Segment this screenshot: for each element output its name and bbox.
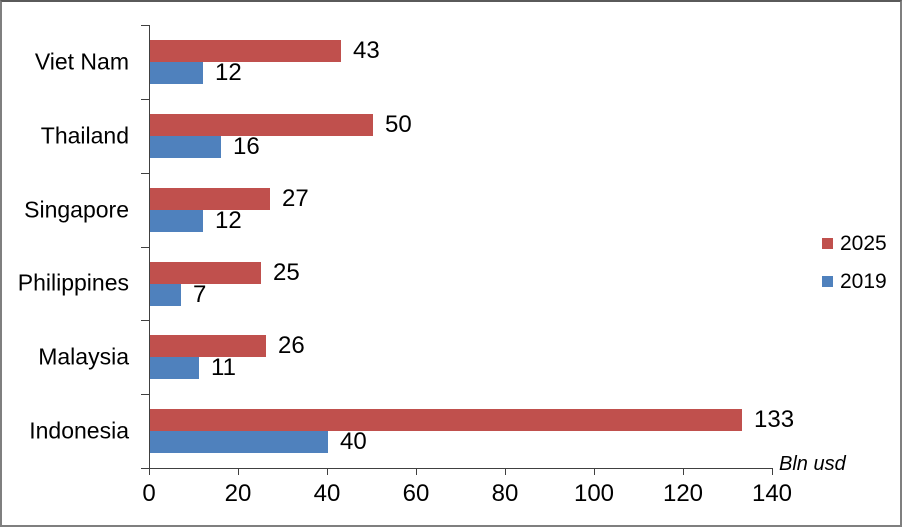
bar-2019 <box>150 357 199 379</box>
bar-value-label: 43 <box>353 37 380 64</box>
bar-2019 <box>150 62 203 84</box>
bar-value-label: 133 <box>754 406 795 433</box>
bar-2025 <box>150 188 270 210</box>
y-axis-tick <box>141 173 149 174</box>
category-label: Singapore <box>24 196 129 223</box>
y-axis-tick <box>141 25 149 26</box>
x-axis-unit-label: Bln usd <box>779 453 846 475</box>
bar-value-label: 16 <box>233 133 260 160</box>
x-axis-tick-label: 40 <box>313 480 341 507</box>
x-axis-tick <box>683 468 684 475</box>
bar-2025 <box>150 409 742 431</box>
bar-value-label: 11 <box>211 354 236 381</box>
bar-2025 <box>150 114 373 136</box>
bar-value-label: 50 <box>385 111 412 138</box>
y-axis-tick <box>141 99 149 100</box>
y-axis-tick <box>141 247 149 248</box>
y-axis-tick <box>141 394 149 395</box>
bar-value-label: 12 <box>215 207 242 234</box>
bar-value-label: 27 <box>282 185 309 212</box>
legend: 2025 2019 <box>822 233 887 292</box>
y-axis-tick <box>141 468 149 469</box>
x-axis-tick <box>327 468 328 475</box>
bar-2019 <box>150 431 328 453</box>
legend-label: 2019 <box>840 270 887 293</box>
x-axis-tick-label: 0 <box>142 480 156 507</box>
x-axis-tick-label: 100 <box>573 480 615 507</box>
x-axis-tick-label: 20 <box>224 480 252 507</box>
bar-2025 <box>150 335 266 357</box>
bar-2025 <box>150 40 341 62</box>
x-axis-tick <box>594 468 595 475</box>
bar-value-label: 7 <box>193 281 207 308</box>
y-axis-tick <box>141 320 149 321</box>
legend-item-2025: 2025 <box>822 233 887 254</box>
category-label: Indonesia <box>29 417 129 444</box>
bar-2019 <box>150 284 181 306</box>
x-axis-tick <box>772 468 773 475</box>
bar-2019 <box>150 136 221 158</box>
bar-value-label: 40 <box>340 428 367 455</box>
bar-2025 <box>150 262 261 284</box>
bar-value-label: 25 <box>273 259 300 286</box>
x-axis-tick-label: 60 <box>402 480 430 507</box>
category-label: Malaysia <box>38 343 129 370</box>
x-axis-tick <box>149 468 150 475</box>
legend-label: 2025 <box>840 232 887 255</box>
bar-value-label: 26 <box>278 332 305 359</box>
x-axis-tick <box>416 468 417 475</box>
category-label: Philippines <box>17 269 129 296</box>
bar-value-label: 12 <box>215 59 242 86</box>
legend-swatch-icon <box>822 276 833 287</box>
x-axis-tick <box>238 468 239 475</box>
x-axis-tick-label: 120 <box>662 480 704 507</box>
category-label: Thailand <box>40 122 129 149</box>
x-axis-tick-label: 140 <box>751 480 793 507</box>
x-axis-tick-label: 80 <box>491 480 519 507</box>
category-label: Viet Nam <box>34 48 129 75</box>
x-axis-line <box>149 468 773 469</box>
x-axis-tick <box>505 468 506 475</box>
legend-swatch-icon <box>822 238 833 249</box>
y-axis-line <box>149 25 150 468</box>
bar-2019 <box>150 210 203 232</box>
legend-item-2019: 2019 <box>822 271 887 292</box>
